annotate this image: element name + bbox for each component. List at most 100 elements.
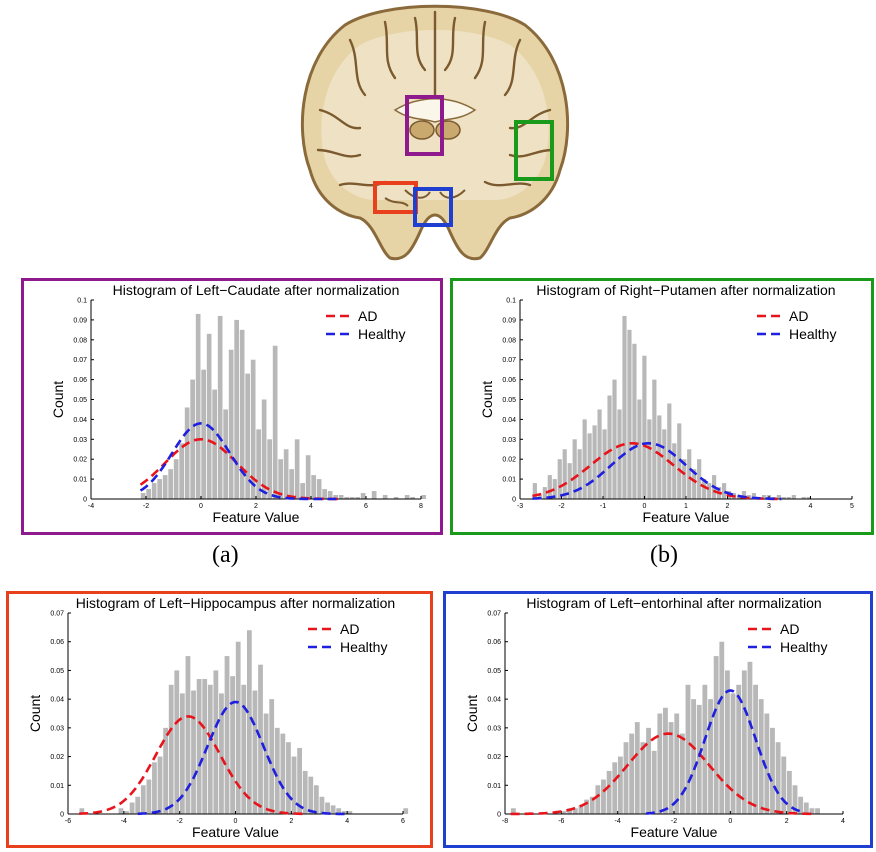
histogram-bar bbox=[753, 684, 758, 814]
y-tick-label: 0.03 bbox=[502, 437, 516, 444]
histogram-bar bbox=[584, 799, 589, 814]
histogram-bar bbox=[696, 704, 702, 814]
x-tick-label: 5 bbox=[850, 503, 854, 510]
histogram-bars bbox=[79, 630, 409, 814]
histogram-bar bbox=[747, 661, 753, 814]
histogram-bar bbox=[269, 699, 275, 814]
histogram-bar bbox=[798, 796, 804, 814]
series-curve-healthy bbox=[139, 422, 339, 501]
histogram-bar bbox=[325, 802, 330, 814]
legend-label: AD bbox=[789, 308, 808, 324]
legend-label: Healthy bbox=[340, 639, 387, 655]
histogram-bar bbox=[776, 495, 781, 499]
left-caudate-region-box bbox=[405, 95, 444, 156]
histogram-bar bbox=[692, 469, 697, 499]
x-tick-label: 0 bbox=[643, 503, 647, 510]
histogram-bar bbox=[179, 443, 184, 499]
histogram-bar bbox=[336, 808, 342, 814]
histogram-bar bbox=[217, 315, 223, 499]
histogram-bar bbox=[195, 313, 201, 499]
y-tick-label: 0.05 bbox=[502, 397, 516, 404]
histogram-bar bbox=[707, 483, 712, 499]
x-tick-label: 6 bbox=[401, 818, 405, 825]
histogram-bars bbox=[532, 315, 811, 499]
y-tick-label: 0 bbox=[83, 497, 87, 504]
histogram-bar bbox=[674, 713, 680, 814]
histogram-bar bbox=[657, 713, 663, 814]
x-tick-label: 4 bbox=[841, 818, 845, 825]
y-axis-label: Count bbox=[479, 381, 495, 418]
histogram-bar bbox=[267, 439, 272, 499]
histogram-bar bbox=[702, 479, 707, 499]
histogram-bar bbox=[157, 756, 163, 814]
x-tick-label: -2 bbox=[671, 818, 677, 825]
y-tick-label: 0.04 bbox=[73, 417, 87, 424]
y-tick-label: 0.07 bbox=[502, 357, 516, 364]
caption-a: (a) bbox=[212, 542, 239, 568]
left-entorhinal-region-box bbox=[413, 187, 453, 227]
y-tick-label: 0.08 bbox=[502, 337, 516, 344]
histogram-bar bbox=[741, 491, 747, 499]
histogram-chart: Histogram of Right−Putamen after normali… bbox=[450, 278, 874, 535]
histogram-bar bbox=[289, 469, 294, 499]
histogram-bar bbox=[163, 727, 168, 814]
left-hippocampus-histogram-panel: Histogram of Left−Hippocampus after norm… bbox=[6, 591, 433, 848]
histogram-bar bbox=[736, 684, 742, 814]
histogram-bar bbox=[632, 343, 637, 499]
histogram-bar bbox=[651, 750, 657, 814]
x-tick-label: 4 bbox=[309, 503, 313, 510]
histogram-bar bbox=[311, 475, 316, 499]
histogram-bar bbox=[162, 475, 168, 499]
histogram-bar bbox=[577, 449, 582, 499]
x-axis-label: Feature Value bbox=[213, 509, 300, 525]
x-tick-label: 4 bbox=[809, 503, 813, 510]
y-tick-label: 0.04 bbox=[502, 417, 516, 424]
histogram-bar bbox=[219, 693, 224, 814]
histogram-bar bbox=[146, 489, 151, 499]
y-tick-label: 0.02 bbox=[50, 754, 64, 761]
histogram-bar bbox=[561, 811, 567, 814]
histogram-bar bbox=[815, 808, 820, 814]
series-curve-ad bbox=[510, 732, 815, 816]
histogram-bar bbox=[316, 479, 322, 499]
histogram-bar bbox=[668, 722, 674, 814]
x-tick-label: 0 bbox=[199, 503, 203, 510]
histogram-bar bbox=[305, 455, 311, 499]
histogram-bar bbox=[682, 459, 687, 499]
y-axis-label: Count bbox=[464, 695, 480, 732]
histogram-bar bbox=[587, 433, 592, 499]
histogram-bar bbox=[612, 762, 618, 814]
histogram-bar bbox=[730, 693, 736, 814]
histogram-bar bbox=[118, 808, 124, 814]
histogram-bar bbox=[713, 656, 719, 814]
histogram-bar bbox=[347, 811, 353, 814]
histogram-bar bbox=[190, 379, 195, 499]
histogram-bar bbox=[283, 449, 289, 499]
y-tick-label: 0.01 bbox=[502, 477, 516, 484]
histogram-bar bbox=[547, 475, 552, 499]
histogram-bar bbox=[246, 630, 252, 814]
histogram-bar bbox=[140, 785, 146, 814]
y-tick-label: 0.02 bbox=[502, 457, 516, 464]
histogram-bar bbox=[302, 770, 308, 814]
y-axis-label: Count bbox=[50, 381, 66, 418]
histogram-bar bbox=[679, 733, 685, 814]
right-putamen-region-box bbox=[514, 120, 554, 181]
histogram-bar bbox=[758, 699, 764, 814]
y-tick-label: 0.05 bbox=[50, 668, 64, 675]
x-tick-label: 4 bbox=[345, 818, 349, 825]
chart-title: Histogram of Right−Putamen after normali… bbox=[536, 282, 835, 298]
histogram-bar bbox=[313, 785, 319, 814]
x-tick-label: -1 bbox=[600, 503, 606, 510]
histogram-bar bbox=[640, 742, 646, 814]
y-tick-label: 0.05 bbox=[73, 397, 87, 404]
histogram-chart: Histogram of Left−Caudate after normaliz… bbox=[21, 278, 443, 535]
histogram-bar bbox=[634, 722, 640, 814]
histogram-bar bbox=[223, 409, 228, 499]
histogram-bar bbox=[196, 679, 202, 814]
histogram-bar bbox=[606, 770, 612, 814]
x-tick-label: -4 bbox=[121, 818, 127, 825]
histogram-bar bbox=[607, 395, 612, 499]
histogram-bar bbox=[725, 670, 730, 814]
histogram-bar bbox=[256, 429, 261, 499]
